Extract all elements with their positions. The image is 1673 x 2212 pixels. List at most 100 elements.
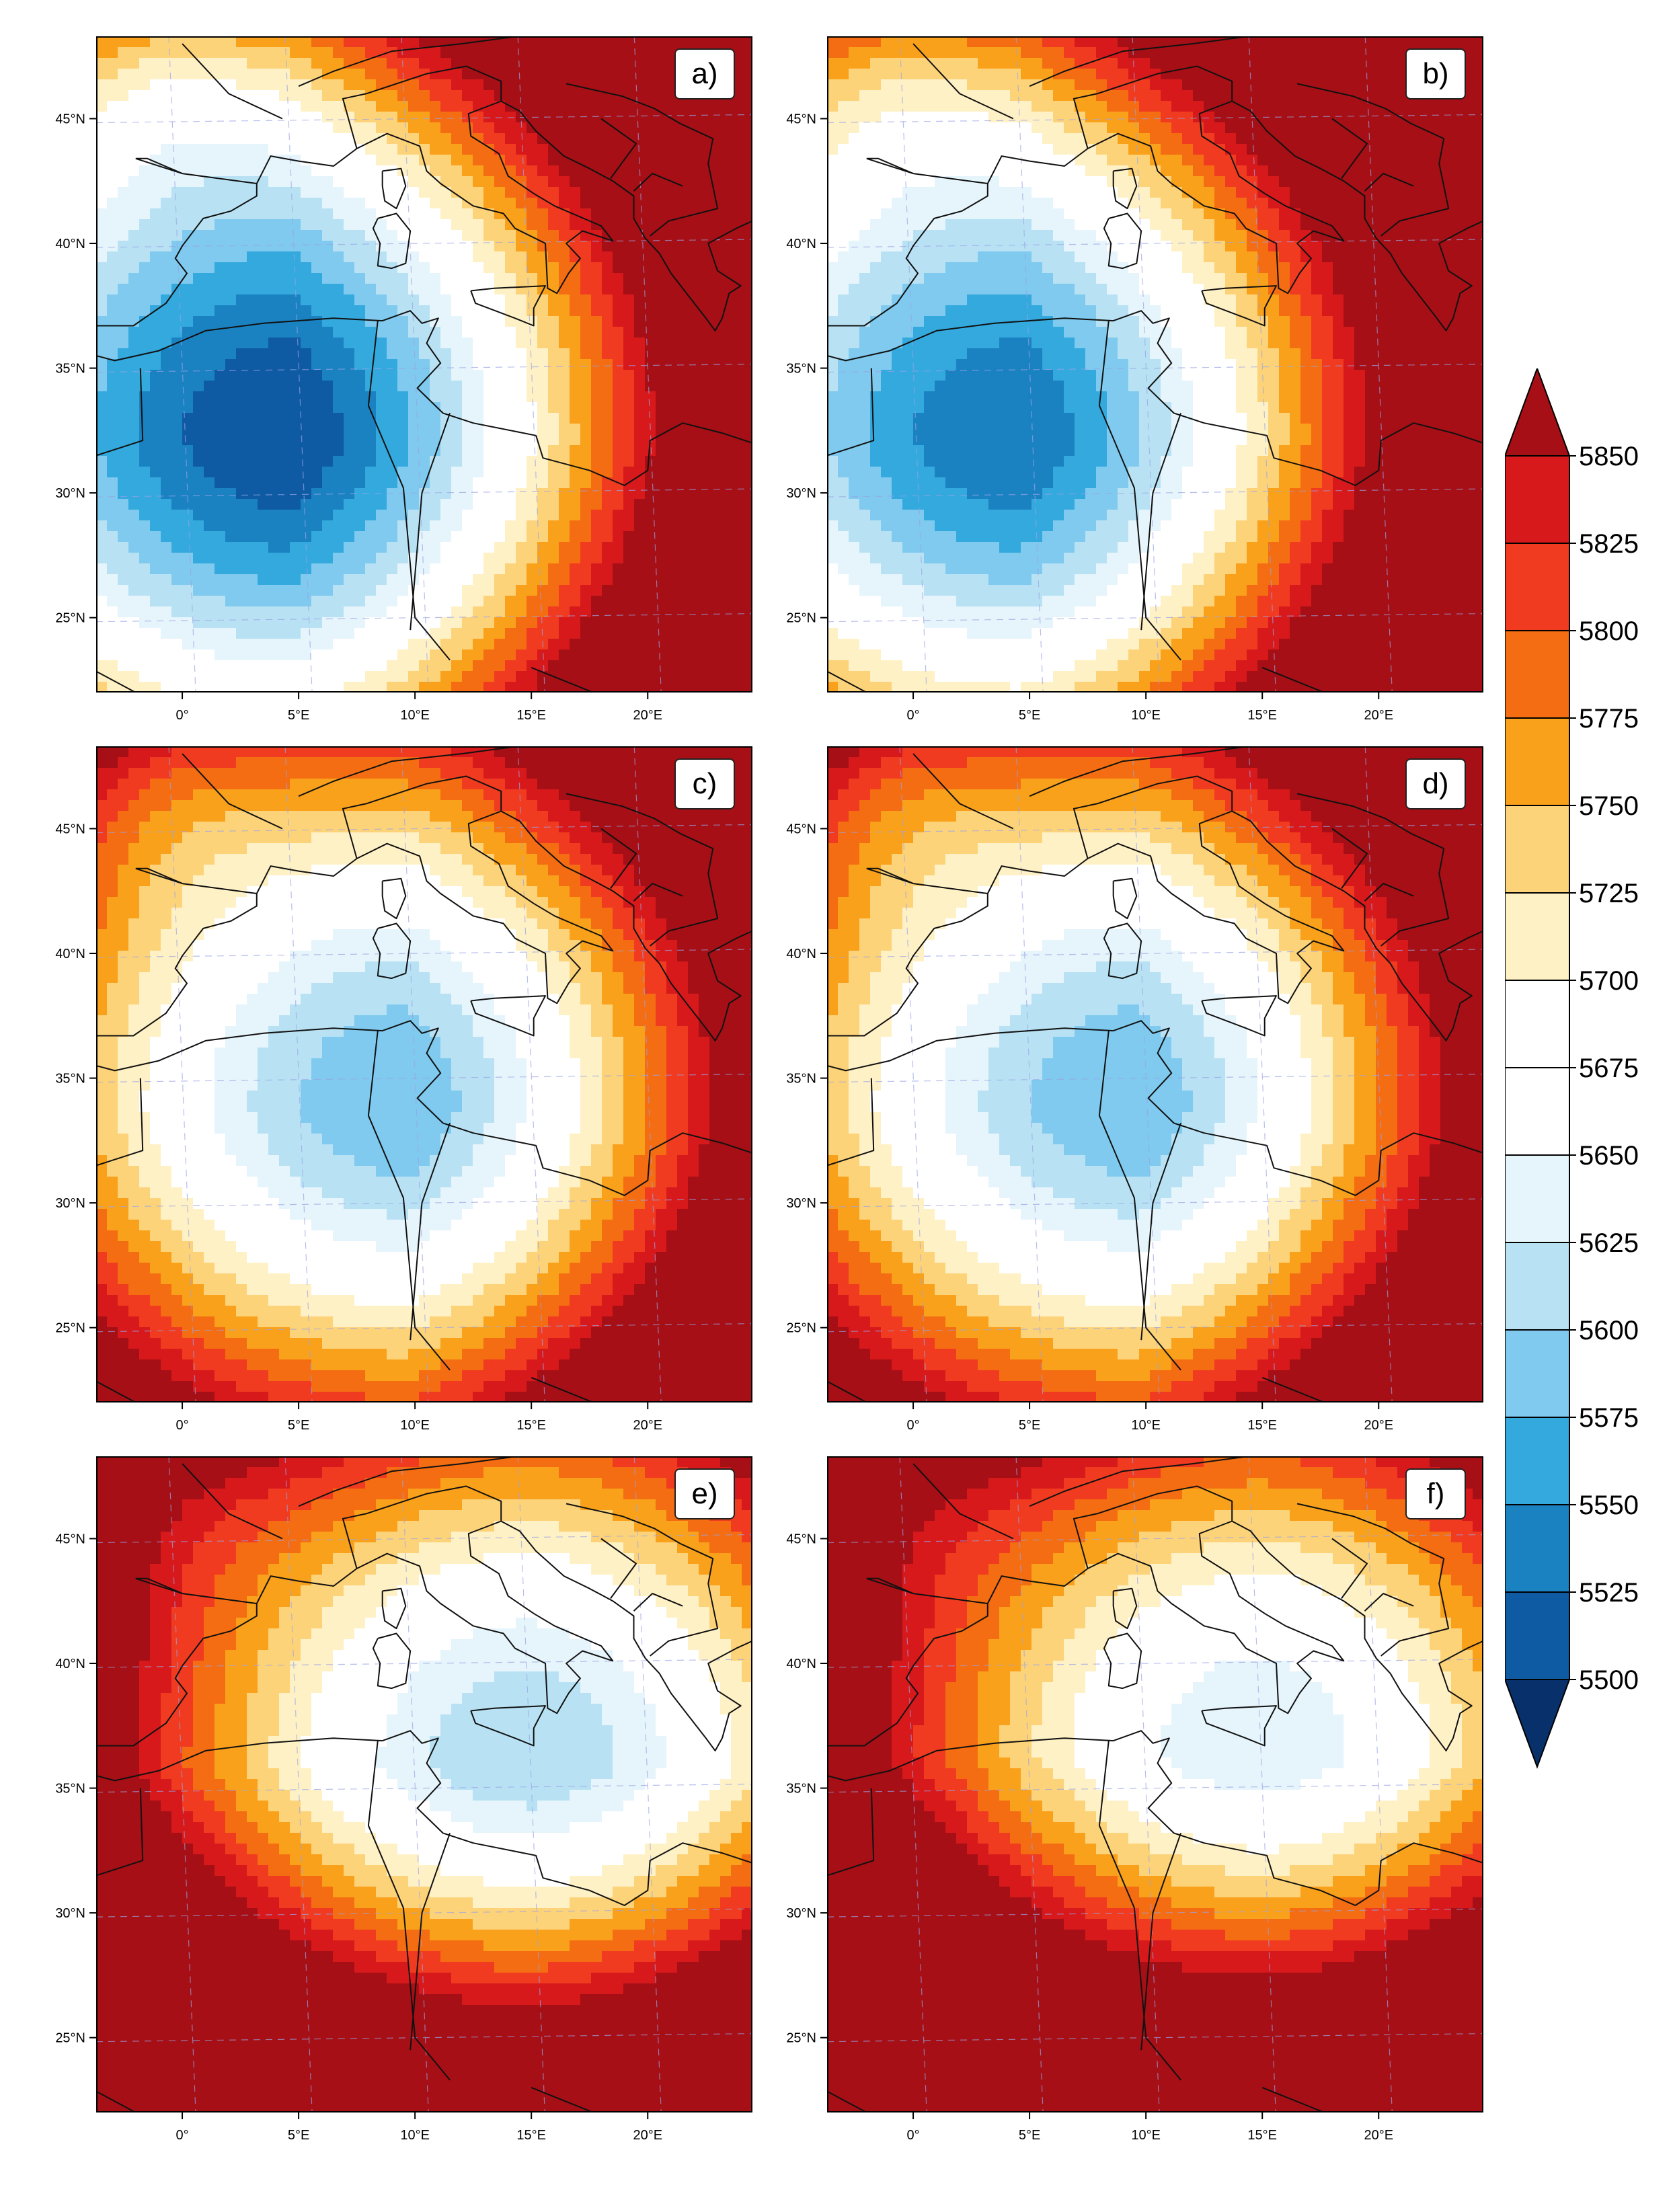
lat-tick-label: 35°N xyxy=(786,362,816,377)
colorbar-level-label: 5700 xyxy=(1579,966,1639,996)
panel-frame xyxy=(96,746,752,1403)
lon-tick-label: 15°E xyxy=(1247,2128,1277,2143)
map-canvas xyxy=(96,36,752,693)
lat-tick-label: 35°N xyxy=(786,1782,816,1796)
map-canvas xyxy=(96,1456,752,2112)
contour-field xyxy=(827,36,1483,693)
lon-tick-label: 0° xyxy=(176,1418,188,1433)
lon-tick-label: 5°E xyxy=(1019,2128,1040,2143)
colorbar-level-label: 5825 xyxy=(1579,529,1639,559)
colorbar-level-label: 5775 xyxy=(1579,704,1639,734)
panel-label: a) xyxy=(674,48,735,100)
lon-tick-label: 5°E xyxy=(1019,1418,1040,1433)
lon-tick-label: 0° xyxy=(906,708,919,723)
map-canvas xyxy=(96,746,752,1403)
colorbar-bin xyxy=(1505,980,1570,1068)
colorbar-bin xyxy=(1505,455,1570,544)
map-canvas xyxy=(827,746,1483,1403)
lat-tick-label: 45°N xyxy=(55,1532,85,1546)
lat-tick-label: 40°N xyxy=(786,237,816,251)
colorbar-bin xyxy=(1505,543,1570,631)
colorbar-bin xyxy=(1505,892,1570,981)
lat-tick-label: 30°N xyxy=(786,486,816,501)
colorbar-under-triangle xyxy=(1505,1679,1571,1769)
colorbar-bin xyxy=(1505,717,1570,806)
lon-tick-label: 15°E xyxy=(516,708,546,723)
lon-tick-label: 10°E xyxy=(1131,1418,1161,1433)
lon-tick-label: 10°E xyxy=(400,2128,430,2143)
colorbar-over-triangle xyxy=(1505,368,1571,457)
panel-label: f) xyxy=(1405,1468,1466,1519)
colorbar-level-label: 5550 xyxy=(1579,1491,1639,1520)
lon-tick-label: 20°E xyxy=(1364,1418,1393,1433)
lat-tick-label: 35°N xyxy=(786,1072,816,1087)
colorbar-level-label: 5525 xyxy=(1579,1578,1639,1608)
lat-tick-label: 30°N xyxy=(55,486,85,501)
lon-tick-label: 10°E xyxy=(400,1418,430,1433)
contour-field xyxy=(96,1456,752,2112)
lon-tick-label: 10°E xyxy=(1131,2128,1161,2143)
colorbar-bin xyxy=(1505,1329,1570,1418)
map-panel-c: c) xyxy=(96,746,752,1403)
coastlines xyxy=(96,36,752,693)
colorbar-bin xyxy=(1505,1417,1570,1505)
lat-tick-label: 45°N xyxy=(786,1532,816,1546)
lat-tick-label: 30°N xyxy=(786,1196,816,1211)
coastlines xyxy=(96,1456,752,2112)
lat-tick-label: 25°N xyxy=(786,2031,816,2046)
lat-tick-label: 40°N xyxy=(786,947,816,961)
colorbar-bin xyxy=(1505,1067,1570,1156)
lat-tick-label: 40°N xyxy=(786,1657,816,1671)
colorbar-bin xyxy=(1505,630,1570,719)
lon-tick-label: 15°E xyxy=(1247,708,1277,723)
coastlines xyxy=(827,1456,1483,2112)
colorbar-bin xyxy=(1505,1504,1570,1593)
lon-tick-label: 15°E xyxy=(516,1418,546,1433)
lon-tick-label: 0° xyxy=(906,2128,919,2143)
graticule xyxy=(96,36,752,693)
map-panel-f: f) xyxy=(827,1456,1483,2112)
colorbar-level-label: 5850 xyxy=(1579,442,1639,471)
panel-frame xyxy=(827,36,1483,693)
map-panel-d: d) xyxy=(827,746,1483,1403)
lon-tick-label: 5°E xyxy=(288,2128,309,2143)
lon-tick-label: 15°E xyxy=(516,2128,546,2143)
panel-label: c) xyxy=(674,758,735,809)
colorbar-level-label: 5750 xyxy=(1579,791,1639,821)
colorbar-bin xyxy=(1505,1242,1570,1331)
lat-tick-label: 30°N xyxy=(786,1906,816,1921)
panel-frame xyxy=(96,36,752,693)
lat-tick-label: 25°N xyxy=(55,611,85,626)
contour-field xyxy=(96,36,752,693)
lon-tick-label: 15°E xyxy=(1247,1418,1277,1433)
lon-tick-label: 20°E xyxy=(1364,2128,1393,2143)
lat-tick-label: 35°N xyxy=(55,1782,85,1796)
lat-tick-label: 40°N xyxy=(55,237,85,251)
graticule xyxy=(827,36,1483,693)
panel-frame xyxy=(827,1456,1483,2112)
coastlines xyxy=(827,746,1483,1403)
lat-tick-label: 25°N xyxy=(55,2031,85,2046)
map-panel-e: e) xyxy=(96,1456,752,2112)
lon-tick-label: 5°E xyxy=(288,1418,309,1433)
lat-tick-label: 35°N xyxy=(55,362,85,377)
panel-frame xyxy=(96,1456,752,2112)
lon-tick-label: 5°E xyxy=(1019,708,1040,723)
lon-tick-label: 0° xyxy=(906,1418,919,1433)
colorbar-level-label: 5575 xyxy=(1579,1403,1639,1433)
colorbar-level-label: 5625 xyxy=(1579,1228,1639,1258)
lat-tick-label: 40°N xyxy=(55,1657,85,1671)
lat-tick-label: 25°N xyxy=(55,1321,85,1336)
lat-tick-label: 45°N xyxy=(55,822,85,836)
lat-tick-label: 45°N xyxy=(786,822,816,836)
lon-tick-label: 10°E xyxy=(1131,708,1161,723)
lon-tick-label: 0° xyxy=(176,708,188,723)
contour-field xyxy=(96,746,752,1403)
contour-field xyxy=(827,746,1483,1403)
colorbar-level-label: 5800 xyxy=(1579,617,1639,646)
lat-tick-label: 30°N xyxy=(55,1906,85,1921)
panel-label: b) xyxy=(1405,48,1466,100)
colorbar-bin xyxy=(1505,1591,1570,1680)
